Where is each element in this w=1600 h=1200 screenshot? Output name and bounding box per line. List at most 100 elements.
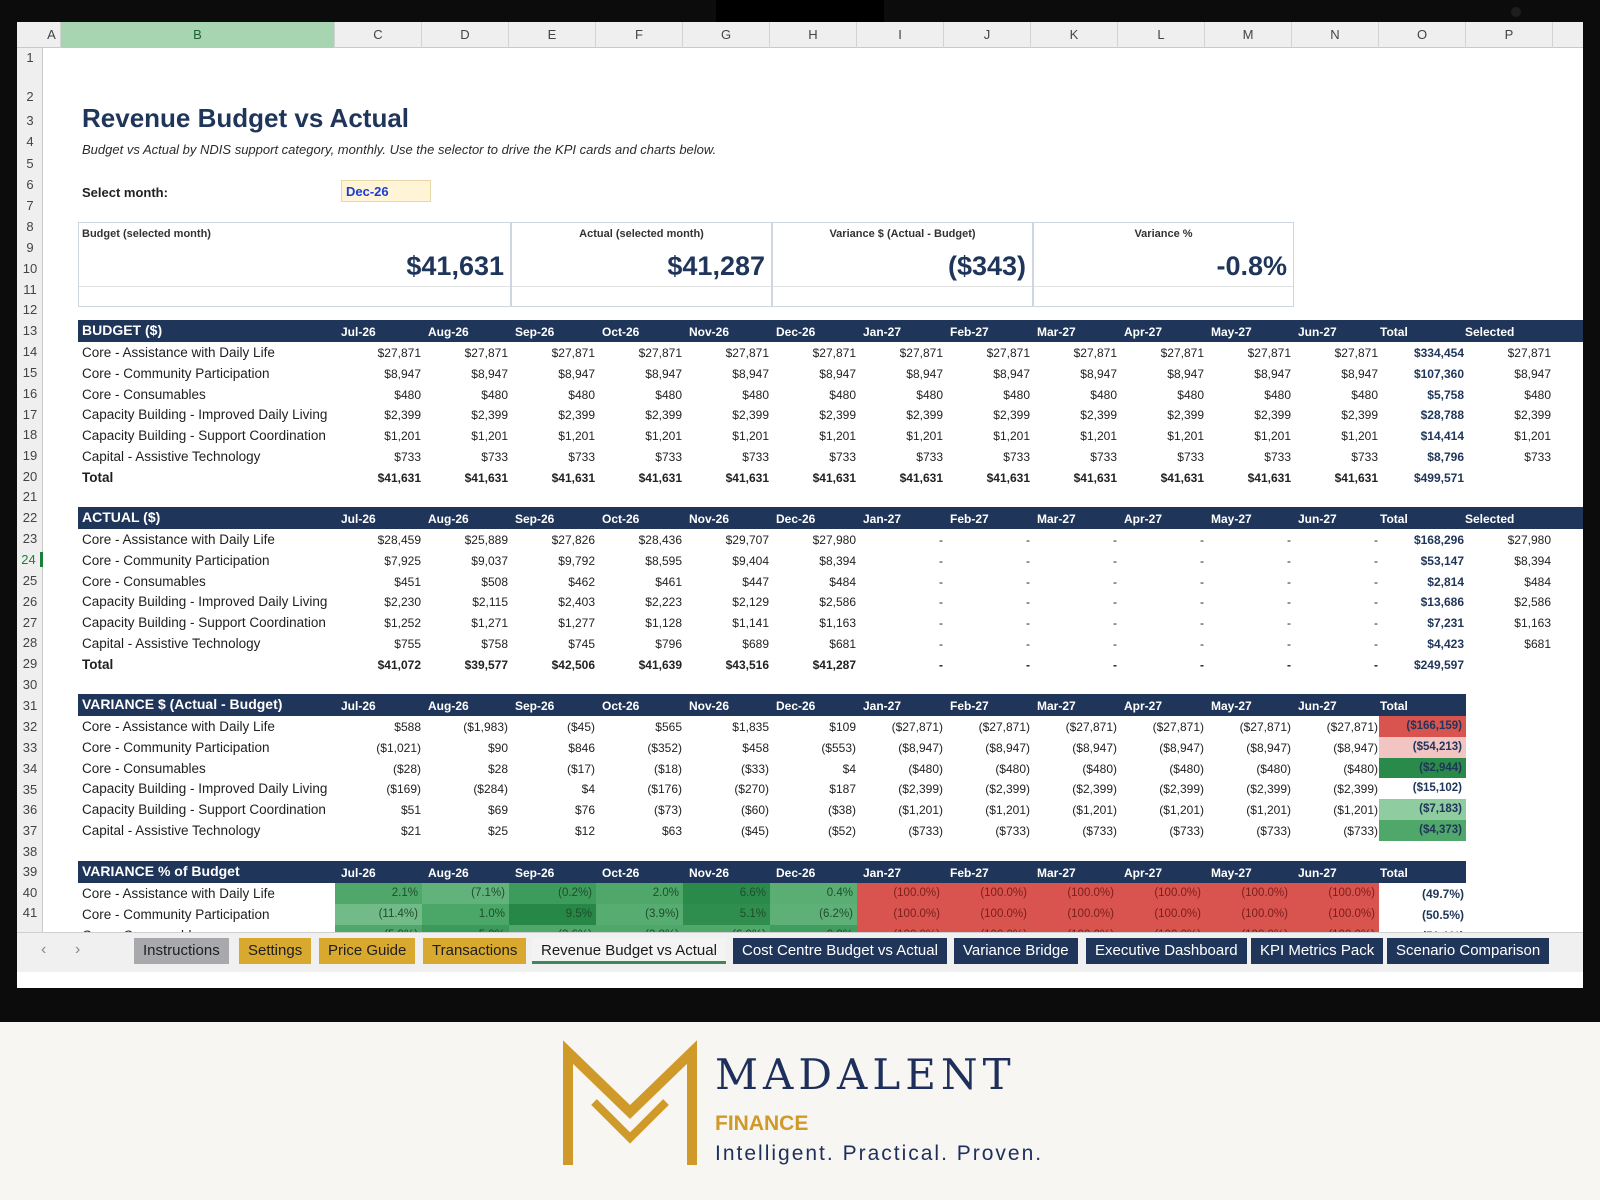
value-cell: $25,889 (464, 533, 508, 547)
column-header-e[interactable]: E (509, 22, 596, 48)
row-header-31[interactable]: 31 (22, 698, 38, 713)
row-header-35[interactable]: 35 (22, 782, 38, 797)
row-header-40[interactable]: 40 (22, 885, 38, 900)
row-header-12[interactable]: 12 (22, 302, 38, 317)
value-cell: $27,871 (1334, 346, 1378, 360)
row-header-9[interactable]: 9 (26, 240, 34, 255)
value-cell: $27,871 (812, 346, 856, 360)
heatmap-cell: (100.0%) (1292, 903, 1379, 925)
row-header-16[interactable]: 16 (22, 386, 38, 401)
row-header-28[interactable]: 28 (22, 635, 38, 650)
column-header-p[interactable]: P (1466, 22, 1553, 48)
row-header-21[interactable]: 21 (22, 489, 38, 504)
row-header-25[interactable]: 25 (22, 573, 38, 588)
row-header-8[interactable]: 8 (26, 219, 34, 234)
value-cell: $39,577 (464, 657, 508, 672)
tab-settings[interactable]: Settings (239, 938, 312, 964)
month-header: Oct-26 (602, 866, 640, 880)
value-cell: $846 (568, 740, 595, 755)
column-header-f[interactable]: F (596, 22, 683, 48)
column-header-j[interactable]: J (944, 22, 1031, 48)
row-header-10[interactable]: 10 (22, 261, 38, 276)
row-header-37[interactable]: 37 (22, 823, 38, 838)
row-header-2[interactable]: 2 (26, 89, 34, 104)
tab-transactions[interactable]: Transactions (423, 938, 527, 964)
row-header-33[interactable]: 33 (22, 740, 38, 755)
value-cell: $480 (1264, 387, 1291, 402)
column-header-m[interactable]: M (1205, 22, 1292, 48)
row-header-29[interactable]: 29 (22, 656, 38, 671)
value-cell: $8,595 (645, 553, 682, 568)
value-cell: $8,947 (1341, 366, 1378, 381)
brand-name: MADALENT (715, 1050, 1016, 1099)
row-header-20[interactable]: 20 (22, 469, 38, 484)
value-cell: $733 (394, 450, 421, 464)
row-header-30[interactable]: 30 (22, 677, 38, 692)
value-cell: $1,201 (471, 429, 508, 444)
tab-executive-dashboard[interactable]: Executive Dashboard (1086, 938, 1247, 964)
column-header-a[interactable]: A (43, 22, 61, 48)
row-header-26[interactable]: 26 (22, 594, 38, 609)
row-header-19[interactable]: 19 (22, 448, 38, 463)
row-header-39[interactable]: 39 (22, 864, 38, 879)
row-header-18[interactable]: 18 (22, 427, 38, 442)
row-header-14[interactable]: 14 (22, 344, 38, 359)
heatmap-cell: (100.0%) (1292, 883, 1379, 904)
row-header-27[interactable]: 27 (22, 615, 38, 630)
column-header-o[interactable]: O (1379, 22, 1466, 48)
column-header-l[interactable]: L (1118, 22, 1205, 48)
tab-variance-bridge[interactable]: Variance Bridge (954, 938, 1078, 964)
kpi-label: Actual (selected month) (579, 228, 704, 240)
value-cell: - (1287, 553, 1291, 568)
column-header-b[interactable]: B (61, 22, 335, 48)
row-header-41[interactable]: 41 (22, 905, 38, 920)
row-header-7[interactable]: 7 (26, 198, 34, 213)
row-header-34[interactable]: 34 (22, 761, 38, 776)
value-cell: ($2,399) (898, 782, 943, 797)
tab-cost-centre-budget-vs-actual[interactable]: Cost Centre Budget vs Actual (733, 938, 947, 964)
column-header-g[interactable]: G (683, 22, 770, 48)
row-header-38[interactable]: 38 (22, 844, 38, 859)
column-header-k[interactable]: K (1031, 22, 1118, 48)
column-header-i[interactable]: I (857, 22, 944, 48)
column-header-d[interactable]: D (422, 22, 509, 48)
variance-row-label: Capacity Building - Support Coordination (82, 802, 326, 818)
tab-prev-button[interactable]: ‹ (41, 941, 47, 958)
tab-scenario-comparison[interactable]: Scenario Comparison (1387, 938, 1550, 964)
row-header-13[interactable]: 13 (22, 323, 38, 338)
tab-price-guide[interactable]: Price Guide (319, 938, 416, 964)
row-header-5[interactable]: 5 (26, 156, 34, 171)
row-header-3[interactable]: 3 (26, 113, 34, 128)
value-cell: $733 (655, 450, 682, 464)
row-header-32[interactable]: 32 (22, 719, 38, 734)
month-selector-input[interactable]: Dec-26 (341, 180, 431, 202)
row-header-15[interactable]: 15 (22, 365, 38, 380)
value-cell: ($38) (827, 803, 856, 818)
month-header: Dec-26 (776, 512, 816, 526)
month-header: Nov-26 (689, 866, 730, 880)
column-header-h[interactable]: H (770, 22, 857, 48)
column-header-n[interactable]: N (1292, 22, 1379, 48)
value-cell: $42,506 (551, 657, 595, 672)
value-cell: - (1026, 657, 1030, 672)
row-header-36[interactable]: 36 (22, 802, 38, 817)
row-header-22[interactable]: 22 (22, 510, 38, 525)
value-cell: - (1287, 595, 1291, 610)
tab-kpi-metrics-pack[interactable]: KPI Metrics Pack (1251, 938, 1384, 964)
value-cell: - (939, 533, 943, 547)
row-header-4[interactable]: 4 (26, 134, 34, 149)
tab-revenue-budget-vs-actual[interactable]: Revenue Budget vs Actual (532, 938, 726, 964)
row-header-6[interactable]: 6 (26, 177, 34, 192)
tab-next-button[interactable]: › (75, 941, 81, 958)
row-header-24[interactable]: 24 (17, 552, 43, 567)
row-header-17[interactable]: 17 (22, 407, 38, 422)
row-header-11[interactable]: 11 (23, 282, 37, 297)
tab-instructions[interactable]: Instructions (134, 938, 229, 964)
row-header-23[interactable]: 23 (22, 531, 38, 546)
column-header-c[interactable]: C (335, 22, 422, 48)
value-cell: $8,947 (384, 366, 421, 381)
row-header-1[interactable]: 1 (26, 50, 34, 65)
value-cell: ($2,399) (1159, 782, 1204, 797)
value-cell: $480 (481, 387, 508, 402)
